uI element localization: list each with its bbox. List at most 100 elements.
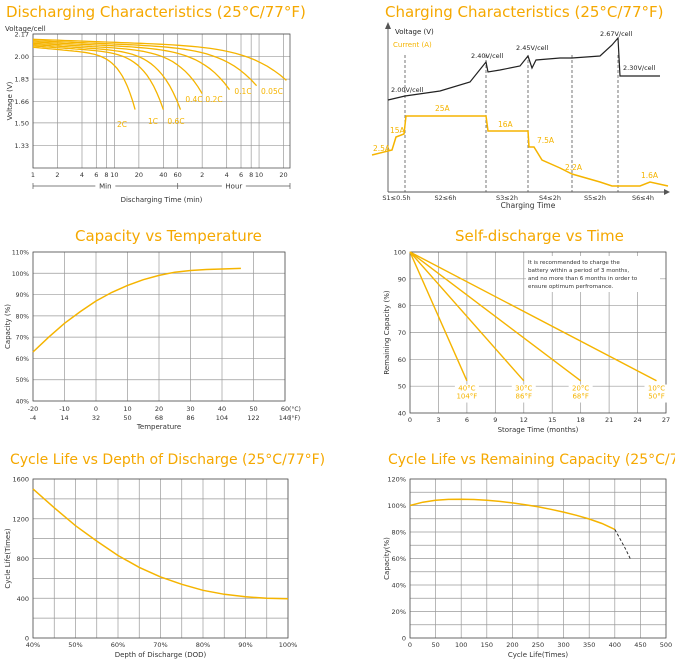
charging-voltage-label: 2.67V/cell	[600, 30, 632, 38]
cycle-rc-frame	[409, 478, 667, 639]
charging-current-label: 25A	[435, 104, 451, 113]
discharging-curve-label: 0.6C	[167, 117, 184, 126]
cycle-rc-dashed-curve	[614, 529, 631, 559]
self-annotation-line: ensure optimum perfromance.	[528, 284, 614, 290]
self-annotation-line: It is recommended to charge the	[528, 260, 620, 266]
charging-voltage-curve	[387, 36, 660, 101]
capacity-ytick: 90%	[16, 292, 30, 299]
capacity-xtick-f: 68	[155, 414, 163, 422]
self-ytick: 50	[398, 383, 406, 391]
capacity-xtick-c: -10	[59, 405, 70, 413]
charging-voltage-label: 2.30V/cell	[623, 64, 655, 72]
self-label-f: 104°F	[456, 393, 477, 401]
charging-stage-label: S5≤2h	[584, 194, 606, 202]
discharging-xtick: 20	[135, 171, 143, 179]
self-xlabel: Storage Time (months)	[498, 426, 579, 434]
cycle-rc-xtick: 250	[532, 641, 544, 649]
self-ytick: 80	[398, 302, 406, 310]
capacity-xtick-c: 10	[123, 405, 131, 413]
title-charging: Charging Characteristics (25°C/77°F)	[385, 3, 664, 21]
self-xtick: 0	[408, 416, 412, 424]
capacity-xtick-c: 0	[94, 405, 98, 413]
self-annotation-bg	[526, 256, 660, 292]
self-xtick: 6	[465, 416, 469, 424]
cycle-rc-xtick: 300	[557, 641, 569, 649]
discharging-curve-0.05C	[32, 38, 287, 81]
cycle-rc-xtick: 200	[506, 641, 518, 649]
discharging-curve-label: 0.05C	[261, 87, 283, 96]
cycle-rc-ytick: 20%	[392, 608, 406, 616]
charging-xlabel: Charging Time	[501, 201, 556, 210]
capacity-xtick-f: 14	[60, 414, 68, 422]
title-discharging: Discharging Characteristics (25°C/77°F)	[6, 3, 306, 21]
capacity-xtick-c: 40	[218, 405, 226, 413]
cycle-rc-xlabel: Cycle Life(Times)	[508, 651, 568, 659]
capacity-xtick-f: 140	[279, 414, 291, 422]
discharging-ytick: 1.83	[15, 76, 29, 84]
charging-stage-label: S6≤4h	[632, 194, 654, 202]
capacity-xtick-f: 122	[247, 414, 259, 422]
self-label-bg	[568, 384, 593, 403]
charging-current-label: 16A	[498, 120, 514, 129]
cycle-dod-ylabel: Cycle Life(Times)	[4, 528, 12, 588]
capacity-xtick-f: -4	[30, 414, 36, 422]
self-line-40°C	[409, 251, 468, 382]
cycle-dod-ytick: 1600	[12, 476, 29, 484]
self-ytick: 100	[394, 249, 406, 257]
cycle-rc-xtick: 400	[609, 641, 621, 649]
capacity-ytick: 40%	[16, 399, 30, 406]
self-label-bg	[644, 384, 669, 403]
discharging-xtick: 10	[110, 171, 118, 179]
discharging-ytick: 2.17	[15, 31, 29, 39]
self-xtick: 27	[662, 416, 670, 424]
charging-voltage-label: 2.40V/cell	[471, 52, 503, 60]
discharging-xtick: 8	[104, 171, 108, 179]
capacity-xtick-c: -20	[28, 405, 39, 413]
self-annotation-line: battery within a period of 3 months,	[528, 268, 629, 274]
capacity-curve	[32, 267, 241, 353]
discharging-xlabel: Discharging Time (min)	[121, 196, 203, 204]
capacity-xtick-f: 86	[186, 414, 194, 422]
discharging-xtick: 20	[279, 171, 287, 179]
capacity-xtick-c: 20	[155, 405, 163, 413]
self-line-10°C	[409, 251, 657, 382]
self-ytick: 40	[398, 410, 406, 418]
title-self-discharge: Self-discharge vs Time	[455, 227, 624, 245]
charging-current-label: 15A	[390, 126, 406, 135]
cycle-rc-ytick: 0	[402, 635, 406, 643]
charging-current-curve	[371, 115, 669, 187]
discharging-hour-label: Hour	[225, 183, 242, 191]
self-xtick: 21	[605, 416, 613, 424]
self-label-bg	[454, 384, 479, 403]
discharging-curve-0.2C	[32, 41, 231, 91]
self-xtick: 3	[436, 416, 440, 424]
capacity-xlabel: Temperature	[136, 423, 181, 431]
cycle-dod-xtick: 50%	[68, 641, 82, 649]
capacity-xtick-c: 30	[186, 405, 194, 413]
self-label-c: 10°C	[648, 385, 665, 393]
self-xtick: 18	[577, 416, 585, 424]
discharging-label-bg	[221, 181, 246, 190]
charging-legend-voltage: Voltage (V)	[395, 28, 434, 36]
charging-stage-label: S1≤0.5h	[382, 194, 410, 202]
self-line-20°C	[409, 251, 582, 382]
charging-current-label: 2.5A	[373, 144, 391, 153]
charging-current-label: 7.5A	[537, 136, 555, 145]
discharging-ytick: 1.50	[15, 119, 29, 127]
self-label-f: 68°F	[572, 393, 588, 401]
capacity-ytick: 100%	[12, 271, 29, 278]
self-line-30°C	[409, 251, 525, 382]
cycle-rc-xtick: 150	[481, 641, 493, 649]
discharging-min-label: Min	[99, 183, 111, 191]
self-ylabel: Remaining Capacity (%)	[383, 290, 391, 375]
charging-voltage-label: 2.00V/cell	[391, 86, 423, 94]
capacity-xtick-f: 104	[216, 414, 228, 422]
self-label-c: 40°C	[458, 385, 475, 393]
self-xtick: 15	[548, 416, 556, 424]
title-cycle-dod: Cycle Life vs Depth of Discharge (25°C/7…	[10, 452, 326, 468]
discharging-xtick: 6	[94, 171, 98, 179]
charging-stage-label: S3≤2h	[496, 194, 518, 202]
cycle-rc-ytick: 120%	[387, 476, 406, 484]
